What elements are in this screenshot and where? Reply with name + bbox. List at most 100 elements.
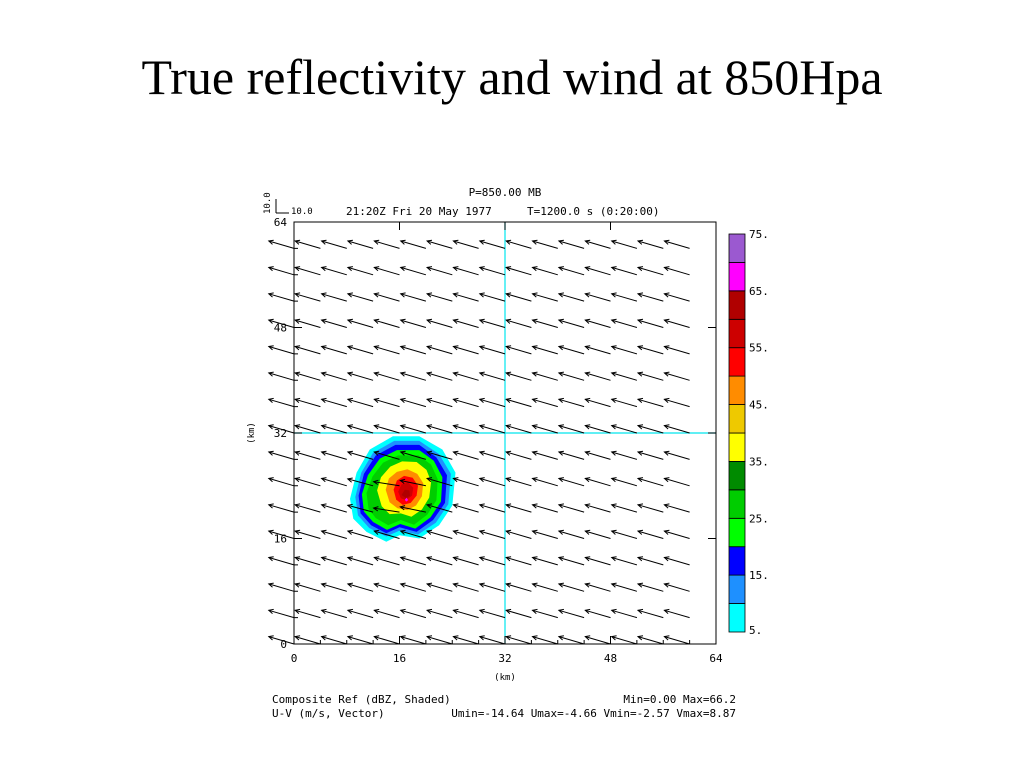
colorbar-segment <box>728 318 746 349</box>
wind-vector <box>557 477 585 487</box>
reference-vector: 10.0 10.0 <box>263 192 313 217</box>
wind-vector <box>399 318 427 328</box>
y-axis-title: (km) <box>247 422 257 444</box>
wind-vector <box>346 529 374 539</box>
wind-vector <box>267 424 295 434</box>
wind-vector <box>663 397 690 408</box>
wind-vector <box>610 450 638 460</box>
wind-vector <box>584 582 611 592</box>
wind-vector <box>610 635 638 645</box>
wind-vector <box>663 635 690 645</box>
wind-vector <box>505 450 532 460</box>
wind-vector <box>584 503 611 513</box>
wind-vector <box>478 318 506 328</box>
model-time-label: T=1200.0 s (0:20:00) <box>527 205 659 218</box>
wind-vector <box>636 608 664 619</box>
axes: 0 16 32 48 64 0 16 32 48 64 <box>274 216 723 665</box>
wind-vector <box>346 239 374 249</box>
colorbar: 5. 15. 25. 35. 45. 55. 65. 75. <box>728 228 769 637</box>
wind-vector <box>636 503 664 513</box>
wind-vector <box>294 556 321 566</box>
wind-vector <box>557 371 585 381</box>
colorbar-segment <box>728 546 746 576</box>
wind-vector <box>478 635 506 645</box>
wind-vector <box>294 529 321 539</box>
wind-vector <box>426 608 453 619</box>
colorbar-label: 5. <box>749 624 762 637</box>
wind-vector <box>426 239 453 249</box>
wind-vector <box>531 292 558 302</box>
wind-vector <box>373 529 400 539</box>
wind-vector <box>610 239 638 249</box>
wind-vector <box>452 635 479 645</box>
wind-vector <box>426 529 453 539</box>
wind-vector <box>531 345 558 355</box>
wind-vector <box>372 479 400 487</box>
wind-vector <box>478 477 506 487</box>
wind-vector <box>426 556 453 566</box>
wind-vector <box>267 345 295 355</box>
slide-title: True reflectivity and wind at 850Hpa <box>141 49 883 105</box>
wind-vector <box>478 503 506 513</box>
wind-vector <box>399 292 427 302</box>
wind-vector <box>584 608 611 619</box>
wind-vector <box>294 397 321 408</box>
wind-vector <box>426 292 453 302</box>
wind-vector <box>531 424 558 434</box>
reflectivity-contours <box>350 436 456 542</box>
wind-vector <box>663 529 690 539</box>
wind-vector <box>610 503 638 513</box>
wind-vector <box>636 345 664 355</box>
wind-vector <box>373 397 400 408</box>
wind-vector <box>478 292 506 302</box>
wind-vector <box>584 239 611 249</box>
wind-vector <box>320 608 347 619</box>
wind-vector <box>636 529 664 539</box>
wind-vector <box>531 397 558 408</box>
wind-vector <box>584 397 611 408</box>
wind-vector <box>557 397 585 408</box>
wind-vector <box>505 318 532 328</box>
wind-vector <box>346 608 374 619</box>
wind-vector <box>426 424 453 434</box>
wind-vector <box>373 266 400 276</box>
wind-vector <box>320 397 347 408</box>
wind-vector <box>584 529 611 539</box>
wind-vector <box>426 635 453 645</box>
wind-vector <box>346 397 374 408</box>
wind-vector <box>610 556 638 566</box>
wind-vector <box>531 503 558 513</box>
wind-vector <box>373 608 400 619</box>
wind-vector <box>452 318 479 328</box>
wind-vector <box>505 397 532 408</box>
wind-vector <box>267 371 295 381</box>
wind-vector <box>557 608 585 619</box>
wind-vector <box>505 266 532 276</box>
wind-vector <box>478 345 506 355</box>
wind-vector <box>531 239 558 249</box>
wind-vector <box>584 292 611 302</box>
wind-vector <box>346 345 374 355</box>
wind-vector <box>557 239 585 249</box>
wind-vector <box>399 582 427 592</box>
wind-vector <box>557 635 585 645</box>
colorbar-segment <box>728 233 746 263</box>
wind-vector <box>531 318 558 328</box>
colorbar-segment <box>728 517 746 548</box>
wind-vector <box>557 450 585 460</box>
wind-vector <box>267 318 295 328</box>
wind-vector <box>663 450 690 460</box>
wind-vector <box>294 266 321 276</box>
wind-vector <box>610 292 638 302</box>
wind-vector <box>663 371 690 381</box>
wind-vector <box>267 556 295 566</box>
wind-vector <box>452 266 479 276</box>
wind-vector <box>399 556 427 566</box>
wind-vector <box>320 239 347 249</box>
wind-vector <box>399 371 427 381</box>
wind-vector <box>294 503 321 513</box>
wind-vector <box>426 318 453 328</box>
wind-vector <box>663 266 690 276</box>
wind-vector <box>294 345 321 355</box>
wind-vector <box>320 345 347 355</box>
